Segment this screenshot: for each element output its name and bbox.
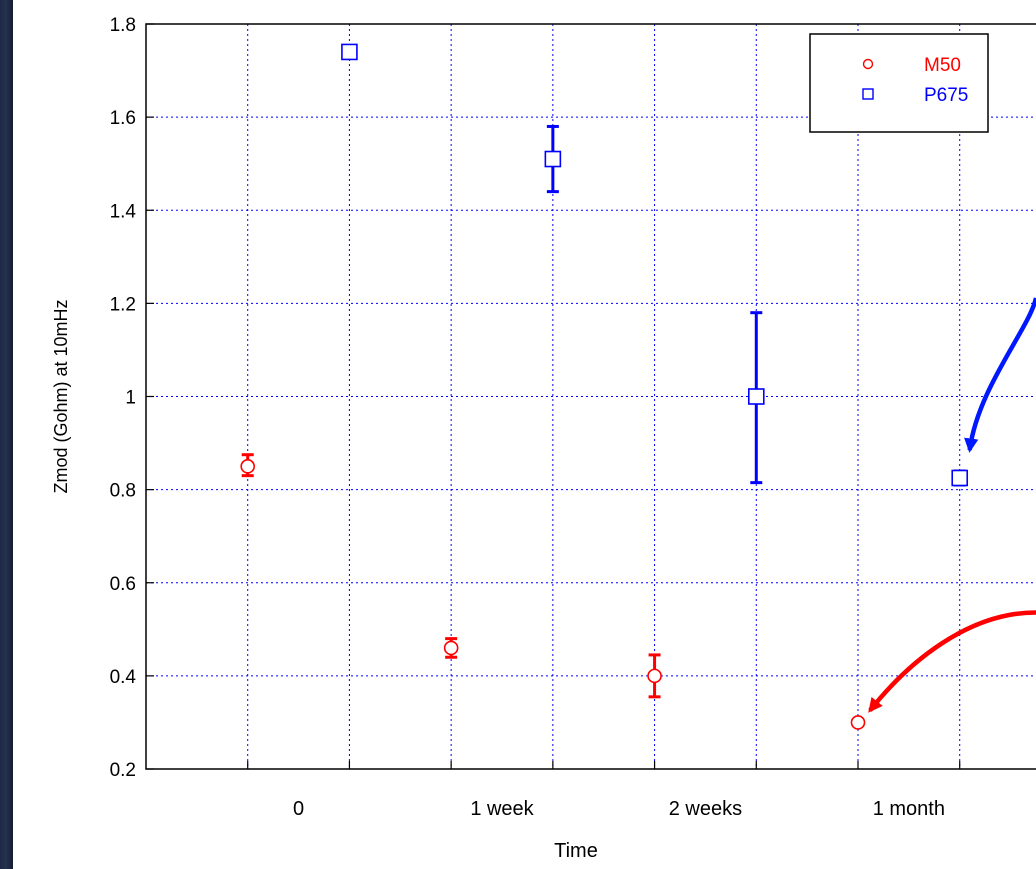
y-tick-label: 0.4 (110, 667, 137, 688)
data-point (443, 640, 459, 656)
legend-entry-M50: M50 (862, 55, 961, 76)
y-axis-label: Zmod (Gohm) at 10mHz (51, 299, 71, 493)
data-point (240, 459, 256, 474)
legend-entry-P675: P675 (862, 85, 968, 106)
legend-marker (862, 58, 874, 70)
legend-entries: M50 P675 (862, 55, 968, 106)
series-P675 (341, 43, 969, 487)
y-tick-label: 0.8 (110, 481, 136, 502)
y-tick-label: 1.8 (110, 15, 136, 36)
annotation-arrow (868, 610, 1036, 713)
x-tick-label: 1 month (873, 798, 945, 820)
legend-label: M50 (924, 55, 961, 76)
series-M50 (240, 453, 866, 730)
y-tick-label: 0.2 (110, 760, 136, 781)
legend-marker (862, 88, 874, 100)
annotation-arrow (964, 297, 1036, 453)
chart-panel (13, 0, 1036, 869)
annotation-arrows (868, 297, 1036, 713)
legend-box (809, 33, 989, 133)
data-point (747, 388, 765, 405)
y-tick-label: 1.4 (110, 201, 137, 222)
x-tick-label: 2 weeks (669, 798, 742, 820)
data-point (951, 469, 969, 487)
y-tick-label: 1.6 (110, 108, 136, 129)
grid (146, 24, 1036, 769)
x-tick-label: 0 (293, 798, 304, 820)
data-point (544, 150, 562, 168)
data-point (341, 43, 358, 61)
data-point (647, 668, 662, 684)
x-tick-label: 1 week (470, 798, 534, 820)
legend-label: P675 (924, 85, 968, 106)
y-tick-label: 1.2 (110, 294, 136, 315)
y-tick-label: 1 (125, 388, 136, 409)
x-axis-label: Time (554, 840, 598, 862)
y-tick-label: 0.6 (110, 574, 136, 595)
data-point (850, 715, 866, 730)
data-layer (240, 43, 969, 730)
legend: M50 P675 (809, 33, 989, 133)
axis-ticks: 0.2 0.4 0.6 0.8 1 1.2 1.4 1.6 1.8 0 1 week 2 weeks 1… (110, 15, 961, 820)
